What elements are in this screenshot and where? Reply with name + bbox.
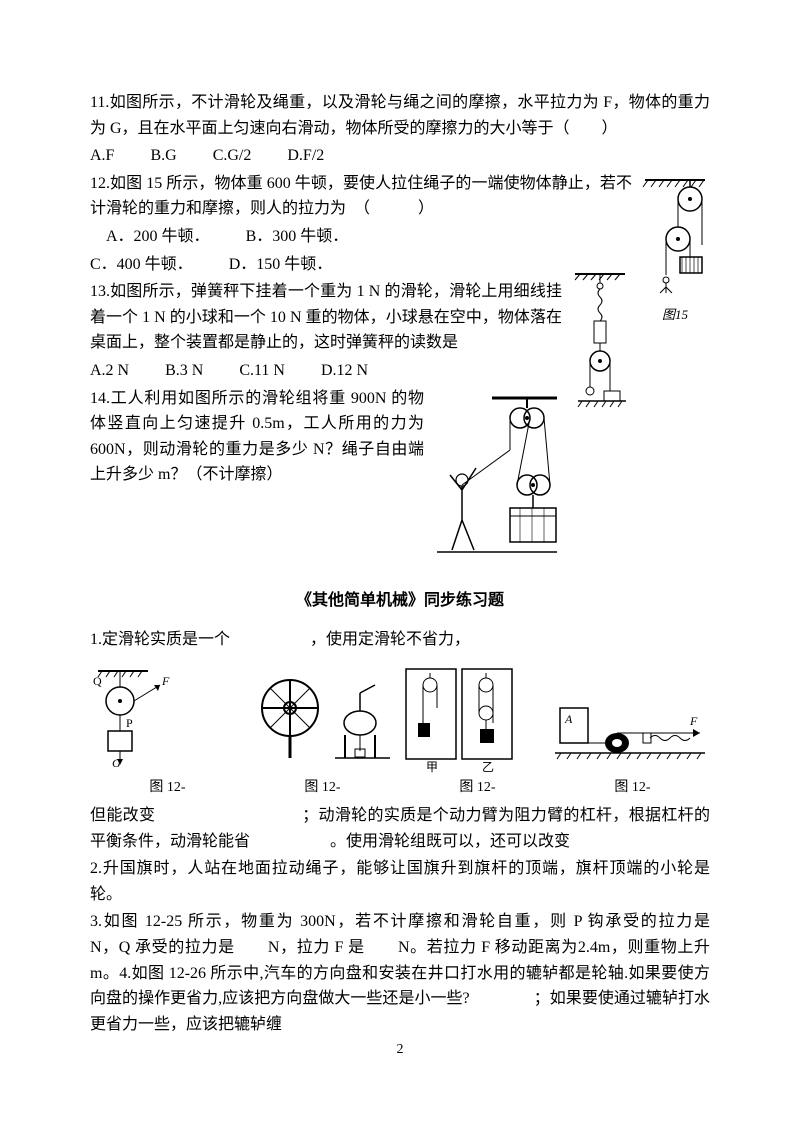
figure-q13: [570, 269, 632, 409]
p1-cont: 但能改变 ；动滑轮的实质是个动力臂为阻力臂的杠杆，根据杠杆的平衡条件，动滑轮能省…: [90, 803, 710, 854]
figure-12-4: A F 图 12-: [555, 693, 710, 799]
q12-optB: B．300 牛顿．: [246, 228, 349, 245]
q11-optC: C.G/2: [213, 147, 252, 164]
figure-15-label: 图15: [640, 305, 710, 326]
figure-q14: [432, 390, 562, 560]
q13-optD: D.12 N: [321, 362, 368, 379]
figure-row-12: Q F P G 图 12-: [90, 663, 710, 799]
q13-optB: B.3 N: [165, 362, 203, 379]
label-jia: 甲: [426, 760, 438, 773]
figure-12-1: Q F P G 图 12-: [90, 663, 245, 799]
figcap-3: 图 12-: [400, 777, 555, 799]
page-number: 2: [0, 1039, 800, 1061]
q12-optD: D．150 牛顿．: [229, 256, 333, 273]
q11-optA: A.F: [90, 147, 114, 164]
label-F2: F: [689, 714, 698, 728]
q11-options: A.F B.G C.G/2 D.F/2: [90, 143, 710, 169]
figcap-2: 图 12-: [245, 777, 400, 799]
section-title: 《其他简单机械》同步练习题: [90, 588, 710, 614]
q12-text: 12.如图 15 所示，物体重 600 牛顿，要使人拉住绳子的一端使物体静止，若…: [90, 171, 710, 222]
label-P: P: [126, 716, 133, 730]
figure-12-2: 图 12-: [245, 663, 400, 799]
q12-optC: C．400 牛顿．: [90, 256, 193, 273]
p3-text: 3.如图 12-25 所示，物重为 300N，若不计摩擦和滑轮自重，则 P 钩承…: [90, 909, 710, 1037]
figcap-1: 图 12-: [90, 777, 245, 799]
q13-optA: A.2 N: [90, 362, 129, 379]
p1-lead: 1.定滑轮实质是一个 ，使用定滑轮不省力，: [90, 627, 710, 653]
q11-optB: B.G: [150, 147, 176, 164]
figure-15: 图15: [640, 175, 710, 326]
figcap-4: 图 12-: [555, 777, 710, 799]
q12-optA: A．200 牛顿．: [106, 228, 210, 245]
p2-text: 2.升国旗时，人站在地面拉动绳子，能够让国旗升到旗杆的顶端，旗杆顶端的小轮是 轮…: [90, 856, 710, 907]
label-F: F: [161, 674, 170, 688]
q13-optC: C.11 N: [239, 362, 285, 379]
q11-optD: D.F/2: [287, 147, 324, 164]
q11-text: 11.如图所示，不计滑轮及绳重，以及滑轮与绳之间的摩擦，水平拉力为 F，物体的重…: [90, 90, 710, 141]
figure-12-3: 甲 乙 图 12-: [400, 663, 555, 799]
label-A: A: [564, 712, 573, 726]
q12-options-ab: A．200 牛顿． B．300 牛顿．: [90, 224, 710, 250]
label-yi: 乙: [482, 760, 494, 773]
label-Q: Q: [93, 674, 102, 688]
